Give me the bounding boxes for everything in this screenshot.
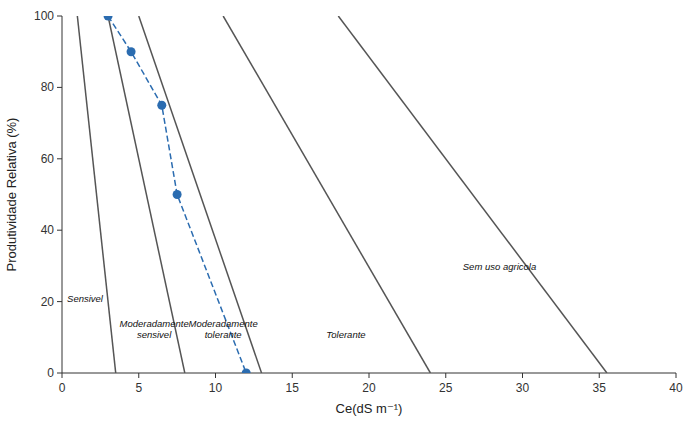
chart-container: 0 5 10 15 20 25 30 35 40 0 20 40 60 80 100 Ce(dS m⁻¹) Pr… [0,0,690,425]
zone-label-line: Moderadamente [189,318,258,329]
x-tick [138,373,139,378]
y-tick [57,87,62,88]
x-tick [215,373,216,378]
y-tick-label: 0 [47,366,54,380]
y-axis-line [62,16,63,373]
x-tick-label: 30 [516,381,530,395]
zone-label-line: sensivel [137,329,172,340]
x-tick-label: 0 [59,381,66,395]
zone-label: Moderadamentesensivel [120,318,189,340]
marker [173,190,182,199]
x-axis-label: Ce(dS m⁻¹) [336,401,403,416]
zone-label-line: tolerante [205,329,242,340]
y-tick-label: 80 [41,80,55,94]
y-axis-label: Produtividade Relativa (%) [4,118,19,272]
annotations: SensivelModeradamentesensivelModeradamen… [67,261,536,340]
x-tick [599,373,600,378]
x-tick [292,373,293,378]
zone-label: Sem uso agricola [463,261,536,272]
y-tick-label: 20 [41,295,55,309]
x-tick-label: 20 [362,381,376,395]
marker [157,101,166,110]
zone-label-line: Tolerante [326,329,365,340]
series-line [338,16,607,373]
marker [242,369,251,374]
marker [127,47,136,56]
zone-label-line: Sem uso agricola [463,261,536,272]
marker [104,16,113,21]
y-tick [57,16,62,17]
y-tick [57,158,62,159]
x-tick-label: 35 [593,381,607,395]
x-tick-label: 25 [439,381,453,395]
x-tick [676,373,677,378]
x-tick-label: 10 [209,381,223,395]
zone-label: Tolerante [326,329,365,340]
y-tick [57,373,62,374]
y-tick-label: 100 [34,9,54,23]
x-tick-label: 40 [669,381,683,395]
x-tick [62,373,63,378]
chart: 0 5 10 15 20 25 30 35 40 0 20 40 60 80 100 Ce(dS m⁻¹) Pr… [0,0,690,425]
x-tick [369,373,370,378]
zone-label-line: Sensivel [67,293,104,304]
x-tick [522,373,523,378]
y-tick [57,301,62,302]
series-line [77,16,115,373]
x-tick [445,373,446,378]
x-tick-label: 15 [286,381,300,395]
zone-label: Sensivel [67,293,104,304]
zone-label: Moderadamentetolerante [189,318,258,340]
zone-label-line: Moderadamente [120,318,189,329]
y-tick-label: 40 [41,223,55,237]
y-tick-label: 60 [41,152,55,166]
plot-area [77,16,607,373]
y-tick [57,230,62,231]
axes: 0 5 10 15 20 25 30 35 40 0 20 40 60 80 100 [34,9,683,395]
x-tick-label: 5 [135,381,142,395]
